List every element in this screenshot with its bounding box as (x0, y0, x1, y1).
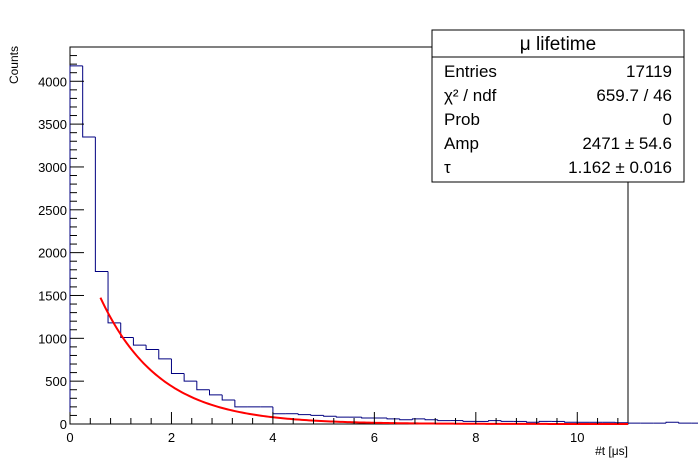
x-tick-label: 2 (168, 430, 175, 445)
histogram-bin (69, 65, 83, 424)
y-tick-label: 0 (60, 417, 67, 432)
stats-box-title: μ lifetime (520, 34, 596, 55)
histogram-bin (196, 381, 210, 391)
histogram-bin (120, 322, 134, 338)
stats-value-tau: 1.162 ± 0.016 (568, 158, 672, 177)
histogram-bin (526, 421, 540, 423)
stats-label-entries: Entries (444, 62, 497, 81)
histogram-bin (386, 418, 400, 420)
histogram-bin (107, 271, 121, 324)
histogram-bin (323, 415, 337, 417)
stats-label-chi2: χ² / ndf (444, 86, 497, 105)
histogram-bin (221, 394, 235, 401)
stats-box-frame (431, 29, 685, 183)
histogram-bin (310, 414, 324, 416)
histogram-bin (158, 349, 172, 360)
y-tick-label: 500 (45, 374, 67, 389)
y-tick-label: 3500 (38, 117, 67, 132)
stats-box: μ lifetime Entries 17119 χ² / ndf 659.7 … (431, 29, 685, 183)
x-tick-label: 8 (472, 430, 479, 445)
y-tick-label: 2500 (38, 203, 67, 218)
stats-value-amp: 2471 ± 54.6 (582, 134, 672, 153)
histogram-bin (399, 418, 413, 421)
y-tick-label: 3000 (38, 160, 67, 175)
histogram-bin (361, 417, 375, 419)
histogram-bars (69, 65, 698, 424)
histogram-bin (297, 413, 311, 416)
histogram-bin (145, 345, 159, 350)
histogram-bin (564, 421, 578, 423)
histogram-bin (132, 337, 147, 346)
x-tick-label: 6 (371, 430, 378, 445)
axis-ticks (69, 46, 619, 425)
y-axis-title: Counts (7, 46, 21, 84)
x-tick-label: 10 (570, 430, 584, 445)
histogram-bin (424, 418, 438, 421)
histogram-bin (234, 400, 248, 408)
histogram-bin (209, 389, 223, 396)
histogram-bin (488, 420, 502, 422)
tick-labels: 0 2 4 6 8 10 0 500 1000 1500 2000 2500 3000 3500 4000 (38, 74, 584, 445)
stats-label-amp: Amp (444, 134, 479, 153)
histogram-bin (678, 422, 692, 424)
histogram-bin (665, 421, 679, 424)
histogram-bin (437, 419, 451, 422)
y-tick-label: 4000 (38, 74, 67, 89)
histogram-bin (335, 416, 349, 418)
y-tick-label: 2000 (38, 246, 67, 261)
x-axis-title: #t [μs] (595, 444, 628, 458)
histogram-bin (538, 420, 552, 423)
y-tick-label: 1500 (38, 288, 67, 303)
x-tick-label: 4 (269, 430, 276, 445)
stats-value-prob: 0 (663, 110, 672, 129)
histogram-bin (94, 136, 109, 272)
histogram-bin (462, 420, 476, 422)
histogram-bin (500, 420, 514, 422)
histogram-bin (183, 373, 197, 382)
stats-label-tau: τ (444, 158, 451, 177)
stats-value-entries: 17119 (626, 62, 672, 81)
histogram-bin (411, 418, 426, 420)
x-tick-label: 0 (66, 430, 73, 445)
y-tick-label: 1000 (38, 331, 67, 346)
stats-label-prob: Prob (444, 110, 480, 129)
histogram-bin (82, 65, 96, 138)
fit-curve (99, 297, 628, 425)
stats-value-chi2: 659.7 / 46 (596, 86, 672, 105)
histogram-bin (170, 358, 185, 374)
